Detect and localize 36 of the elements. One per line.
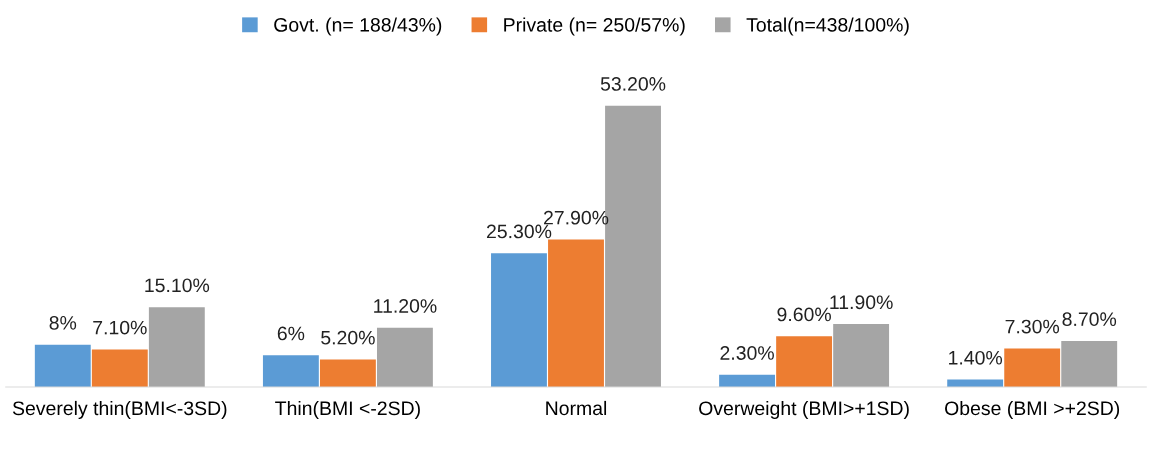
x-tick-label: Thin(BMI <-2SD) bbox=[275, 400, 420, 420]
bar bbox=[1004, 348, 1061, 387]
bar bbox=[719, 374, 776, 387]
bar bbox=[1061, 341, 1118, 387]
bar bbox=[91, 349, 148, 387]
data-label: 9.60% bbox=[777, 307, 831, 322]
data-label: 5.20% bbox=[321, 330, 375, 345]
bar bbox=[833, 324, 890, 387]
data-label: 11.90% bbox=[830, 295, 893, 310]
bar bbox=[34, 344, 91, 387]
data-label: 25.30% bbox=[486, 224, 552, 239]
bar bbox=[262, 355, 319, 387]
bar bbox=[776, 336, 833, 387]
data-label: 27.90% bbox=[544, 210, 609, 225]
bar bbox=[148, 307, 205, 387]
bar bbox=[491, 253, 547, 387]
x-tick-label: Normal bbox=[546, 400, 607, 416]
data-label: 8.70% bbox=[1062, 312, 1117, 327]
data-label: 8% bbox=[49, 315, 77, 330]
data-label: 2.30% bbox=[720, 346, 774, 360]
bar bbox=[376, 327, 433, 387]
data-label: 7.10% bbox=[93, 320, 147, 335]
data-label: 1.40% bbox=[949, 350, 1003, 365]
legend-label: Govt. (n= 188/43%) bbox=[274, 17, 442, 36]
data-label: 7.30% bbox=[1005, 319, 1060, 334]
bar bbox=[548, 239, 604, 387]
bar bbox=[319, 359, 376, 387]
data-label: 15.10% bbox=[145, 278, 210, 293]
x-tick-label: Overweight (BMI>+1SD) bbox=[699, 400, 909, 420]
legend-label: Private (n= 250/57%) bbox=[504, 17, 685, 36]
data-label: 53.20% bbox=[600, 77, 666, 91]
x-tick-label: Obese (BMI >+2SD) bbox=[945, 400, 1120, 420]
legend-label: Total(n=438/100%) bbox=[746, 17, 909, 36]
data-label: 6% bbox=[277, 326, 305, 341]
x-tick-label: Severely thin(BMI<-3SD) bbox=[12, 400, 227, 420]
data-label: 11.20% bbox=[374, 299, 437, 313]
